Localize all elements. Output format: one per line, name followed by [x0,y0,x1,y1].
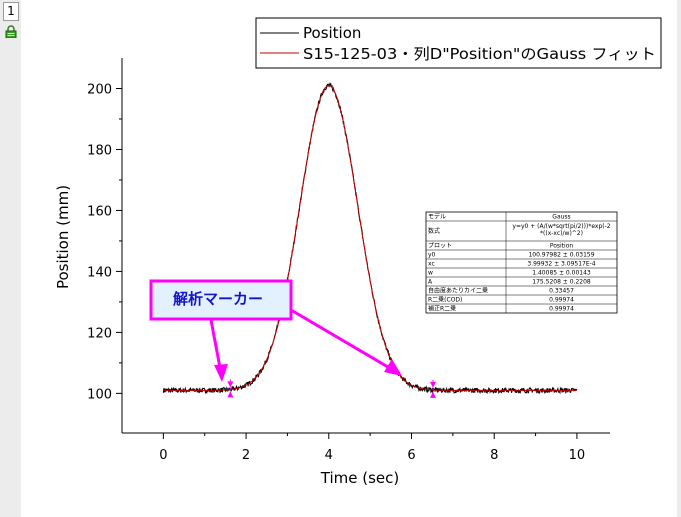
fit-table-label: A [428,279,433,286]
y-tick-label: 160 [87,204,112,219]
graph-page: 0 2 4 6 8 10 100 120 140 160 180 200 Time (sec) Po… [21,0,677,517]
fit-table-value: 0.33457 [549,288,574,295]
legend-box [255,17,662,69]
legend-label-position: Position [303,24,361,42]
fit-table-label: 補正R二乗 [428,305,456,313]
fit-table-label: プロット [428,243,452,250]
fit-table-value: 0.99974 [549,306,574,313]
y-tick-label: 180 [87,143,112,158]
fit-table-equation: y=y0 + (A/(w*sqrt(pi/2)))*exp(-2 [512,223,610,230]
y-ticks: 100 120 140 160 180 200 [87,82,122,402]
y-tick-label: 200 [87,82,112,97]
x-axis-title: Time (sec) [320,469,399,487]
fit-table-value: 3.99932 ± 3.09517E-4 [527,261,595,268]
x-tick-label: 2 [242,448,250,463]
series-gauss-fit-line [163,85,577,391]
fit-table-value: Gauss [552,214,570,221]
analysis-marker-handle-bottom[interactable] [227,391,234,398]
annotation-text: 解析マーカー [173,290,263,308]
fit-table-label: 自由度あたりカイ二乗 [428,287,488,295]
analysis-marker-handle-top[interactable] [227,381,234,388]
fit-parameters-table[interactable]: モデル Gauss 数式 y=y0 + (A/(w*sqrt(pi/2)))*exp(… [425,211,618,314]
axes [121,58,610,434]
fit-table-label: w [428,270,433,277]
x-tick-label: 0 [159,448,167,463]
analysis-marker-handle-top[interactable] [429,381,436,388]
annotation-arrow-right [290,308,394,372]
analysis-marker-handle-bottom[interactable] [429,391,436,398]
y-tick-label: 140 [87,265,112,280]
y-tick-label: 100 [87,387,112,402]
fit-table-label: R二乗(COD) [428,297,462,304]
lock-icon[interactable] [5,25,17,38]
analysis-marker-annotation[interactable]: 解析マーカー [149,279,402,382]
annotation-arrowhead-right [384,359,402,376]
annotation-box [149,279,293,321]
fit-table-label: y0 [428,252,436,259]
x-tick-label: 10 [569,448,586,463]
legend-label-gauss-fit: S15-125-03・列D"Position"のGauss フィット [303,45,656,63]
annotation-arrow-left [209,319,223,374]
fit-table-frame [425,211,618,314]
fit-table-value: 0.99974 [549,297,574,304]
y-axis-title: Position (mm) [54,185,72,289]
fit-table-value: Position [550,243,574,250]
legend[interactable]: Position S15-125-03・列D"Position"のGauss フ… [255,17,662,69]
layer-tab[interactable]: 1 [3,2,19,21]
x-ticks: 0 2 4 6 8 10 [159,433,585,463]
annotation-arrowhead-left [214,364,228,382]
fit-table-value: 175.5208 ± 0.2208 [532,279,591,286]
x-tick-label: 8 [490,448,498,463]
fit-table-equation: *((x-xc)/w)^2) [540,230,583,237]
gauss-fit-chart: 0 2 4 6 8 10 100 120 140 160 180 200 Time (sec) Po… [54,17,662,487]
analysis-markers[interactable] [227,379,436,400]
fit-table-label: xc [428,261,435,268]
fit-table-value: 100.97982 ± 0.03159 [528,252,594,259]
y-tick-label: 120 [87,326,112,341]
x-tick-label: 6 [407,448,415,463]
fit-table-label: 数式 [428,227,440,235]
x-tick-label: 4 [325,448,333,463]
fit-table-label: モデル [428,213,446,221]
fit-table-value: 1.40085 ± 0.00143 [532,270,591,277]
